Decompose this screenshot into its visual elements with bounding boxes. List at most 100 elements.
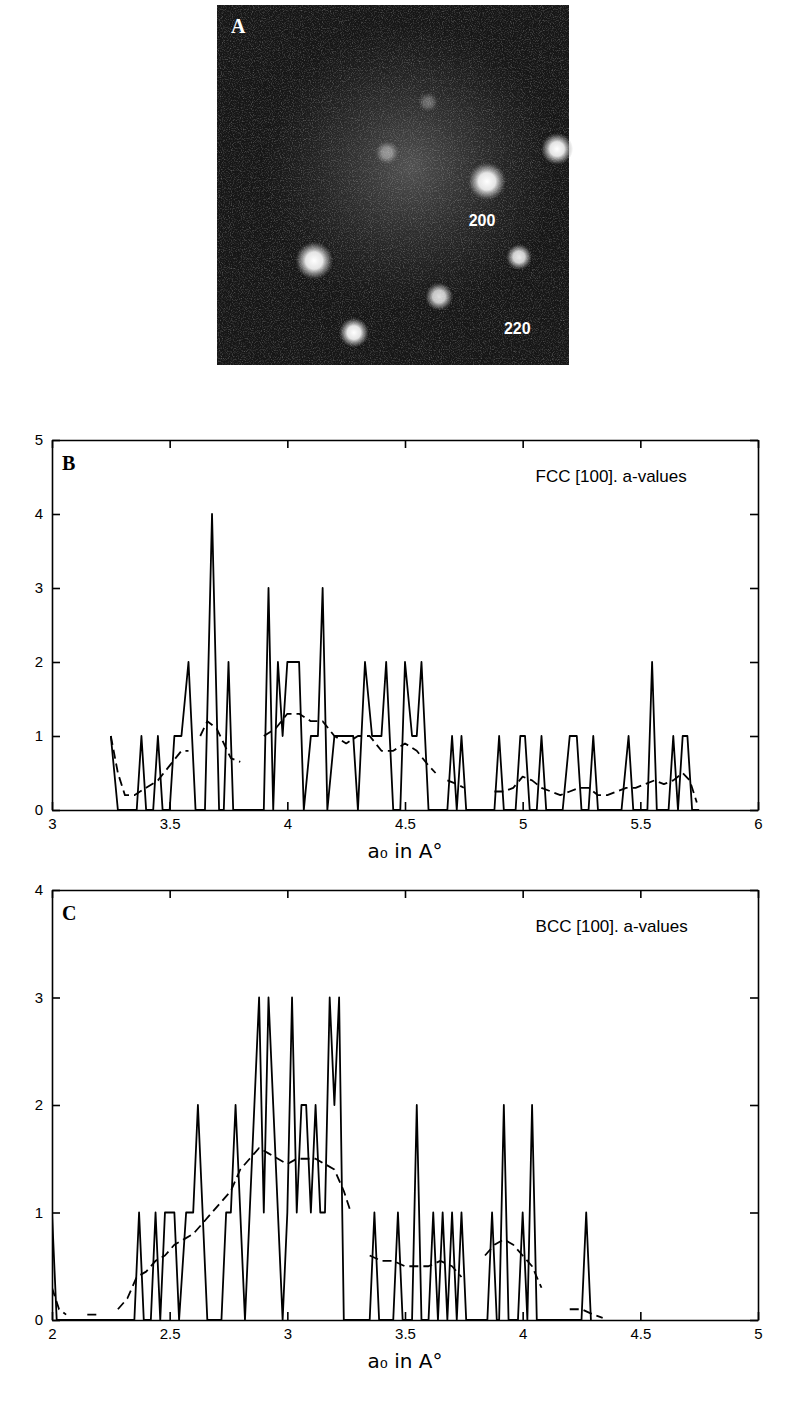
tick-label: 1 (35, 1204, 43, 1221)
diffraction-spot (541, 133, 573, 165)
plot-marks (111, 514, 699, 810)
tick-mark (287, 440, 289, 448)
tick: 4 (284, 802, 292, 832)
tick-mark (287, 802, 289, 810)
tick-label: 2 (48, 1325, 56, 1342)
tick-mark (750, 514, 758, 516)
axis-line (758, 441, 760, 811)
tick (750, 736, 758, 737)
tick-mark (750, 588, 758, 590)
tick-label: 3.5 (160, 815, 181, 832)
tick-mark (750, 810, 758, 812)
tick-label: 2 (35, 653, 43, 670)
diffraction-spot (375, 141, 399, 165)
tick (750, 662, 758, 663)
tick-label: 2.5 (160, 1325, 181, 1342)
tick: 2 (35, 653, 60, 670)
tick-label: 5 (35, 431, 43, 448)
tick (405, 440, 406, 448)
data-line (111, 514, 699, 810)
tick-mark (750, 440, 758, 442)
tick (287, 440, 288, 448)
tick-label: 3 (35, 579, 43, 596)
tick: 2.5 (160, 1312, 181, 1342)
tick (523, 890, 524, 898)
tick-label: 4 (519, 1325, 527, 1342)
axis-line (52, 441, 54, 811)
tick-mark (640, 890, 642, 898)
diffraction-spot (418, 92, 438, 112)
chart-panel: 22.533.544.5501234CBCC [100]. a-valuesa₀… (35, 881, 763, 1373)
image-grain (217, 5, 569, 365)
diffraction-spot (339, 318, 369, 348)
tick-mark (750, 736, 758, 738)
tick (750, 588, 758, 589)
tick-label: 0 (35, 1311, 43, 1328)
panel-label: B (62, 452, 75, 474)
tick: 4 (35, 881, 60, 898)
x-axis-title: a₀ in A° (368, 1349, 443, 1373)
chart-title: FCC [100]. a-values (536, 467, 687, 486)
tick (750, 440, 758, 441)
tick: 4 (519, 1312, 527, 1342)
tick-mark (750, 1320, 758, 1322)
tick-mark (522, 802, 524, 810)
diffraction-spot (506, 244, 532, 270)
x-axis: 33.544.555.56 (48, 802, 762, 832)
tick-mark (52, 736, 60, 738)
panel-label: A (231, 15, 246, 37)
tick: 0 (35, 801, 60, 818)
diffraction-spot (425, 283, 453, 311)
y-axis-right (750, 441, 759, 811)
tick (750, 890, 758, 891)
tick: 4.5 (395, 802, 416, 832)
tick: 1 (35, 727, 60, 744)
tick-label: 3.5 (395, 1325, 416, 1342)
tick-label: 5 (754, 1325, 762, 1342)
tick (750, 514, 758, 515)
tick-mark (405, 1312, 407, 1320)
tick-mark (52, 890, 60, 892)
tick: 2 (35, 1096, 60, 1113)
tick-label: 4.5 (630, 1325, 651, 1342)
tick: 5 (519, 802, 527, 832)
tick-label: 5 (519, 815, 527, 832)
tick (750, 810, 758, 811)
spot-index-label: 200 (469, 212, 496, 229)
tick-label: 3 (35, 989, 43, 1006)
tick-mark (52, 1105, 60, 1107)
tick-mark (522, 890, 524, 898)
tick (640, 440, 641, 448)
chart-title: BCC [100]. a-values (536, 917, 688, 936)
tick (170, 890, 171, 898)
data-line (52, 998, 591, 1321)
figure: A20022033.544.555.56012345BFCC [100]. a-… (0, 0, 786, 1406)
chart-panel: 33.544.555.56012345BFCC [100]. a-valuesa… (35, 431, 763, 863)
tick-mark (169, 890, 171, 898)
tick-mark (750, 997, 758, 999)
tick-label: 3 (48, 815, 56, 832)
x-axis-title: a₀ in A° (368, 839, 443, 863)
tick-mark (52, 514, 60, 516)
tick-mark (750, 1105, 758, 1107)
tick-label: 3 (284, 1325, 292, 1342)
tick-mark (169, 440, 171, 448)
tick-mark (640, 802, 642, 810)
tick-mark (750, 890, 758, 892)
y-axis-right (750, 891, 759, 1321)
diffraction-spot (295, 242, 333, 280)
tick (750, 1213, 758, 1214)
spot-index-label: 220 (504, 320, 531, 337)
tick (750, 998, 758, 999)
tick-mark (405, 890, 407, 898)
tick-mark (52, 810, 60, 812)
x-axis: 2 2.5 3 3.5 4 4.5 5 (48, 1312, 762, 1342)
tick: 3 (35, 989, 60, 1006)
diffraction-image: A 200 220 (217, 5, 573, 365)
y-axis: 0 1 2 3 4 (35, 881, 60, 1328)
tick (750, 1320, 758, 1321)
x-axis-top (53, 440, 759, 448)
tick-mark (52, 662, 60, 664)
tick-mark (52, 440, 60, 442)
tick-label: 4 (284, 815, 292, 832)
